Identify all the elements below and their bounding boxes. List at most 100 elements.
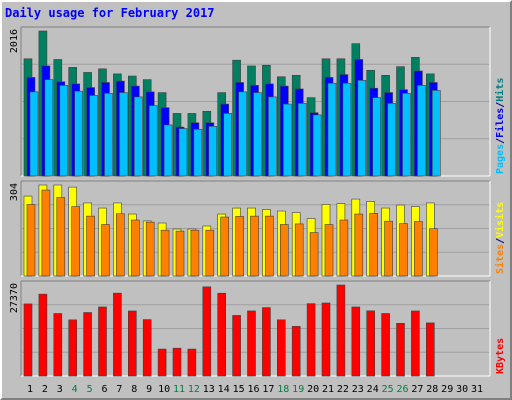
- pages-panel-pages-bar-10: [163, 124, 173, 177]
- pages-panel-pages-bar-15: [238, 91, 247, 177]
- pages-panel-pages-bar-23: [357, 80, 367, 177]
- pages-panel-ymax-label: 2016: [9, 29, 20, 53]
- sites-panel-sites-bar-15: [235, 216, 244, 277]
- sites-panel-legend-item-2: Visits: [494, 202, 506, 238]
- x-tick-label-13: 13: [203, 384, 215, 395]
- kbytes-panel-kbytes-bar-13: [202, 286, 212, 377]
- pages-panel-pages-bar-13: [208, 126, 218, 177]
- kbytes-panel-kbytes-bar-4: [68, 319, 77, 377]
- sites-panel-legend-item-0: Sites: [494, 244, 506, 274]
- pages-panel-pages-bar-25: [387, 103, 396, 177]
- x-tick-label-3: 3: [57, 384, 63, 395]
- pages-panel-legend-item-3: /: [495, 102, 506, 108]
- x-tick-label-29: 29: [441, 384, 453, 395]
- chart-title: Daily usage for February 2017: [5, 6, 215, 20]
- kbytes-panel-kbytes-bar-11: [172, 347, 182, 377]
- kbytes-panel-kbytes-bar-21: [321, 302, 331, 377]
- kbytes-panel-kbytes-bar-27: [411, 310, 420, 377]
- pages-panel-pages-bar-27: [417, 85, 426, 177]
- pages-panel-pages-bar-16: [253, 92, 262, 177]
- pages-panel-pages-bar-9: [148, 105, 158, 177]
- sites-panel-sites-bar-23: [354, 213, 364, 277]
- x-tick-label-26: 26: [396, 384, 408, 395]
- x-tick-label-7: 7: [116, 384, 122, 395]
- sites-panel-sites-bar-4: [71, 206, 80, 277]
- sites-panel-sites-bar-25: [384, 220, 393, 277]
- kbytes-panel-kbytes-bar-22: [336, 284, 346, 377]
- kbytes-panel-kbytes-bar-26: [396, 323, 405, 377]
- x-tick-label-27: 27: [411, 384, 423, 395]
- pages-panel-pages-bar-3: [59, 85, 69, 177]
- sites-panel-sites-bar-9: [145, 221, 155, 277]
- x-tick-label-5: 5: [87, 384, 93, 395]
- x-tick-label-16: 16: [247, 384, 259, 395]
- x-tick-label-18: 18: [277, 384, 289, 395]
- pages-panel-pages-bar-7: [119, 92, 128, 177]
- kbytes-panel-kbytes-bar-6: [98, 306, 107, 377]
- kbytes-panel-ymax-label: 27370: [9, 283, 20, 313]
- sites-panel-sites-bar-28: [428, 228, 438, 277]
- x-tick-label-8: 8: [131, 384, 137, 395]
- pages-panel-pages-bar-19: [297, 103, 307, 177]
- x-tick-label-11: 11: [173, 384, 185, 395]
- sites-panel-sites-bar-18: [279, 224, 289, 277]
- x-tick-label-9: 9: [146, 384, 152, 395]
- kbytes-panel-kbytes-bar-18: [276, 319, 286, 377]
- kbytes-panel-kbytes-bar-10: [157, 348, 167, 377]
- x-tick-label-12: 12: [188, 384, 200, 395]
- sites-panel-ymax-label: 304: [9, 183, 20, 201]
- kbytes-panel-kbytes-bar-15: [232, 315, 241, 377]
- sites-panel-sites-bar-20: [309, 232, 319, 277]
- pages-panel-legend-item-1: /: [495, 138, 506, 144]
- sites-panel-sites-bar-17: [265, 215, 274, 277]
- pages-panel-pages-bar-24: [372, 97, 382, 177]
- x-tick-label-30: 30: [456, 384, 468, 395]
- sites-panel-sites-bar-6: [101, 224, 110, 277]
- kbytes-panel-kbytes-bar-24: [366, 310, 376, 377]
- x-tick-label-21: 21: [322, 384, 334, 395]
- x-tick-label-2: 2: [42, 384, 48, 395]
- sites-panel-sites-bar-7: [116, 213, 125, 277]
- x-tick-label-1: 1: [27, 384, 33, 395]
- kbytes-panel-kbytes-bar-17: [262, 307, 271, 377]
- sites-panel-sites-bar-8: [131, 219, 140, 277]
- kbytes-panel-kbytes-bar-12: [187, 348, 197, 377]
- pages-panel-pages-bar-2: [44, 79, 54, 177]
- sites-panel-legend-item-1: /: [495, 238, 506, 244]
- pages-panel-pages-bar-5: [89, 95, 98, 177]
- pages-panel-pages-bar-4: [74, 90, 83, 177]
- kbytes-panel-kbytes-bar-23: [351, 306, 361, 377]
- sites-panel-sites-bar-21: [324, 224, 334, 277]
- pages-panel-pages-bar-17: [268, 96, 277, 177]
- kbytes-panel-kbytes-bar-16: [247, 310, 256, 377]
- x-tick-label-4: 4: [72, 384, 78, 395]
- pages-panel-pages-bar-21: [327, 82, 337, 177]
- x-tick-label-24: 24: [367, 384, 379, 395]
- sites-panel-sites-bar-13: [205, 229, 215, 277]
- sites-panel-sites-bar-3: [56, 197, 66, 277]
- x-tick-label-23: 23: [352, 384, 364, 395]
- pages-panel-pages-bar-11: [178, 128, 188, 177]
- x-tick-label-28: 28: [426, 384, 438, 395]
- x-tick-label-20: 20: [307, 384, 319, 395]
- pages-panel-pages-bar-26: [402, 92, 411, 177]
- x-tick-label-17: 17: [262, 384, 274, 395]
- x-tick-label-14: 14: [218, 384, 230, 395]
- sites-panel-legend: Sites/Visits: [494, 202, 506, 274]
- pages-panel-legend: Pages/Files/Hits: [494, 78, 506, 174]
- pages-panel-pages-bar-18: [282, 103, 292, 177]
- kbytes-panel-legend-item-0: KBytes: [495, 338, 506, 374]
- pages-panel-pages-bar-20: [312, 114, 322, 177]
- sites-panel-sites-bar-24: [369, 213, 379, 277]
- kbytes-panel-kbytes-bar-20: [306, 303, 316, 377]
- pages-panel-legend-item-4: Hits: [494, 78, 506, 102]
- pages-panel-legend-item-0: Pages: [495, 144, 506, 174]
- kbytes-panel-kbytes-bar-1: [23, 303, 33, 377]
- kbytes-panel-kbytes-bar-28: [425, 322, 435, 377]
- x-tick-label-10: 10: [158, 384, 170, 395]
- sites-panel-sites-bar-10: [160, 229, 170, 277]
- kbytes-panel-kbytes-bar-19: [291, 326, 301, 377]
- kbytes-panel-kbytes-bar-14: [217, 292, 226, 377]
